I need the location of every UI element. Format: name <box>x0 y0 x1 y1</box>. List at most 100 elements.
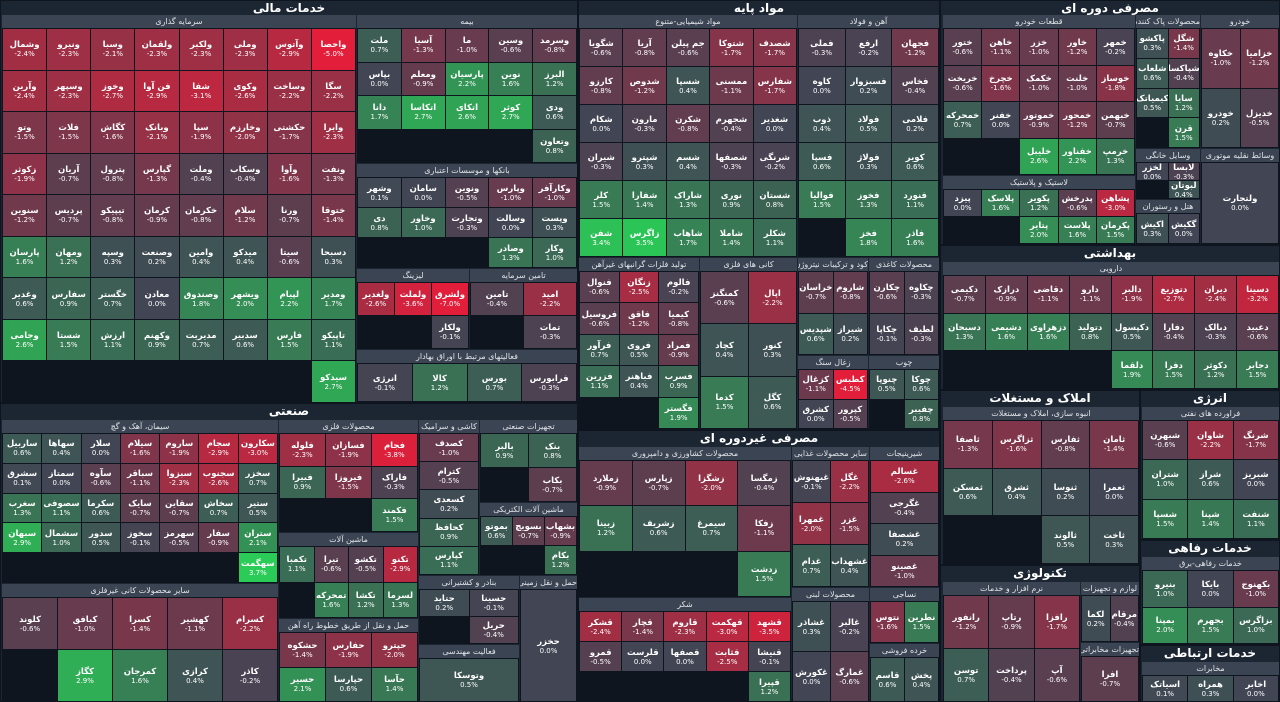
stock-symbol: ختوقا <box>321 206 346 217</box>
subsector: فعالیتهای مرتبط با اوراق بهادار فرابورس -0… <box>357 350 577 402</box>
subsector: تامین سرمایه امید -2.2% تامین -0.4% تمات -0.3% <box>470 269 577 349</box>
stock-symbol: خراسان <box>799 283 833 294</box>
stock-symbol: همراه <box>1198 679 1223 690</box>
stock-tile: چفیبر 0.8% <box>904 399 938 428</box>
stock-symbol: کحافظ <box>434 523 464 534</box>
subsector: نساجی نطرین 1.5% نتوس -1.6% <box>870 588 939 643</box>
stock-change: 0.0% <box>953 204 972 212</box>
stock-tile: سدبیر 0.6% <box>223 319 267 361</box>
stock-tile: ومعلم -0.9% <box>401 62 445 95</box>
stock-tile: جم پیلن -0.6% <box>666 29 710 66</box>
stock-tile: سمتاز 0.0% <box>42 463 81 493</box>
stock-tile: لابسا -0.3% <box>1168 163 1199 180</box>
stock-change: 0.5% <box>460 681 478 689</box>
stock-change: -3.6% <box>402 300 424 308</box>
stock-tile: کشرق 0.0% <box>799 399 833 428</box>
stock-change: -0.7% <box>58 174 79 183</box>
stock-symbol: فروی <box>627 340 651 351</box>
stock-change: -1.8% <box>1105 84 1126 93</box>
stock-tile: قثابت -2.5% <box>706 642 748 671</box>
stock-change: -0.4% <box>483 631 504 639</box>
stock-symbol: پترول <box>100 164 126 175</box>
stock-tile: کزغال -1.1% <box>799 370 833 399</box>
stock-symbol: وتوسکا <box>453 671 485 681</box>
stock-change: -0.7% <box>1105 120 1126 129</box>
stock-symbol: کزغال <box>802 375 830 386</box>
stock-tile: شکرن -0.8% <box>666 105 710 142</box>
stock-symbol: وتعاون <box>540 136 570 147</box>
stock-symbol: وبانک <box>145 123 169 134</box>
stock-symbol: فاقق <box>628 309 651 320</box>
stock-change: -1.0% <box>438 448 460 457</box>
stock-tile: دزهراوی 1.6% <box>1027 313 1069 351</box>
stock-tile: ستران 2.1% <box>238 523 277 553</box>
stock-symbol: ونیرو <box>57 40 80 51</box>
stock-tile: میدکو 0.4% <box>223 236 267 278</box>
stock-change: 0.0% <box>91 449 110 458</box>
stock-symbol: شسپا <box>1153 509 1178 520</box>
stock-tile: وسکاب -0.4% <box>223 153 267 195</box>
stock-tile: نطرین 1.5% <box>905 602 938 642</box>
stock-tile: حریل -0.4% <box>469 617 518 643</box>
stock-tile: کگل 0.6% <box>749 376 796 428</box>
sector-title: خدمات رفاهی <box>1168 541 1252 555</box>
stock-symbol: رتاپ <box>1001 613 1022 623</box>
stock-symbol: کبافق <box>72 614 98 625</box>
stock-tile: فسبزوار 0.2% <box>845 67 892 104</box>
stock-symbol: خکمک <box>1026 74 1052 85</box>
subsector-title: سیمان، آهک و گچ <box>2 420 278 433</box>
stock-change: 1.3% <box>1106 157 1125 166</box>
stock-change: 0.0% <box>991 120 1010 129</box>
stock-tile: سایک -0.7% <box>120 493 160 523</box>
stock-symbol: زاگرس <box>629 228 660 239</box>
stock-change: -2.6% <box>894 477 915 486</box>
subsector: سیمان، آهک و گچ سکارون -3.0% سجام -2.9% ساروم… <box>2 420 278 583</box>
subsector: محصولات کشاورزی و دامپروری زمگسا -0.4% زشگز… <box>579 447 791 597</box>
stock-change: 1.6% <box>1068 231 1087 239</box>
stock-tile: خکاوه -1.0% <box>1202 29 1240 88</box>
stock-change: -0.3% <box>384 483 405 492</box>
stock-change: 3.5% <box>635 238 654 247</box>
stock-change: -3.5% <box>759 627 780 636</box>
stock-tile: سکارون -3.0% <box>238 434 277 463</box>
stock-change: 0.6% <box>15 299 34 308</box>
stock-change: -2.0% <box>235 133 256 142</box>
stock-change: -0.6% <box>952 84 973 93</box>
stock-symbol: وکار <box>545 243 564 254</box>
stock-change: 1.2% <box>551 561 570 569</box>
stock-symbol: سجنوب <box>202 469 235 480</box>
stock-change: 1.1% <box>1246 519 1265 528</box>
stock-tile: خرمپ 1.3% <box>1096 138 1134 174</box>
stock-change: -1.5% <box>839 524 860 533</box>
stock-symbol: سهاها <box>48 439 75 450</box>
subsector-title: فعالیتهای مرتبط با اوراق بهادار <box>357 350 577 363</box>
stock-change: -0.9% <box>1028 120 1050 129</box>
stock-change: 0.0% <box>52 479 71 488</box>
stock-tile: فرابورس -0.3% <box>522 364 576 401</box>
subsector-title: سرمایه گذاری <box>2 15 356 28</box>
stock-symbol: خموتور <box>1023 110 1055 121</box>
stock-change: -2.3% <box>58 91 79 100</box>
stock-tile: پخش 0.4% <box>905 658 938 701</box>
stock-tile: فلامی 0.2% <box>892 105 938 142</box>
stock-tile: کترام -0.5% <box>420 462 478 490</box>
stock-symbol: خمهر <box>1104 37 1127 48</box>
stock-symbol: چکاوه <box>908 283 934 294</box>
subsector-title: سایر محصولات کانی غیرفلزی <box>2 584 278 597</box>
subsector: محصولات لبنی غالبر -0.2% غشاذر 0.3% غمارگ -0.6… <box>792 588 869 702</box>
stock-change: 1.2% <box>356 600 375 609</box>
stock-change: -1.3% <box>957 445 979 454</box>
subsector-title: نساجی <box>870 588 939 601</box>
stock-symbol: کلوند <box>19 614 41 625</box>
stock-symbol: حپارسا <box>333 675 364 686</box>
stock-change: 0.4% <box>52 449 71 458</box>
stock-change: -1.6% <box>990 84 1011 93</box>
stock-change: 2.0% <box>1030 231 1048 239</box>
stock-tile: شلعاب 0.6% <box>1137 58 1168 88</box>
stock-symbol: کلر <box>594 190 609 201</box>
sector-title: مصرفی غیردوره ای <box>699 431 819 445</box>
stock-tile: خریخت -0.6% <box>944 65 982 101</box>
stock-symbol: لسرما <box>387 590 414 601</box>
stock-tile: فاراک -0.3% <box>372 466 417 499</box>
stock-change: -0.5% <box>1249 118 1270 127</box>
